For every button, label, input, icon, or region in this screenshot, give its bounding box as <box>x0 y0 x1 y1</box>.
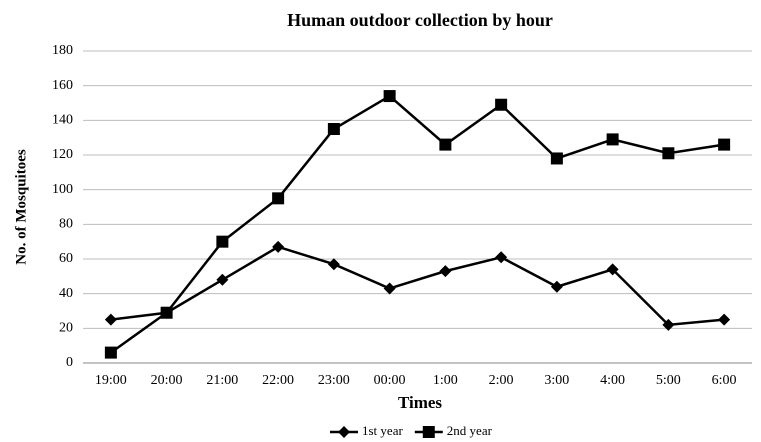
x-tick-label: 23:00 <box>318 373 350 388</box>
marker <box>272 192 285 205</box>
x-tick-label: 00:00 <box>374 373 406 388</box>
marker <box>495 251 508 264</box>
chart-title: Human outdoor collection by hour <box>287 10 553 30</box>
x-tick-label: 22:00 <box>262 373 294 388</box>
marker <box>383 90 396 103</box>
y-tick-label: 100 <box>52 182 73 197</box>
marker <box>327 123 340 135</box>
line <box>110 94 725 354</box>
x-tick-label: 19:00 <box>95 373 127 388</box>
y-tick-label: 0 <box>66 355 73 370</box>
marker <box>216 273 229 286</box>
line <box>110 245 725 327</box>
x-tick-label: 1:00 <box>433 373 458 388</box>
marker <box>550 152 563 165</box>
legend-label: 2nd year <box>447 423 493 438</box>
legend-label: 1st year <box>362 423 403 438</box>
y-tick-label: 80 <box>59 217 73 232</box>
marker <box>327 258 340 271</box>
y-tick-label: 120 <box>52 147 73 162</box>
y-tick-label: 20 <box>59 321 73 336</box>
marker <box>216 235 229 248</box>
x-tick-label: 4:00 <box>600 373 625 388</box>
x-tick-label: 3:00 <box>544 373 569 388</box>
marker <box>550 280 563 293</box>
x-tick-label: 2:00 <box>489 373 514 388</box>
y-tick-label: 160 <box>52 78 73 93</box>
marker <box>104 346 117 359</box>
marker <box>439 138 452 151</box>
marker <box>662 147 675 160</box>
y-tick-label: 180 <box>52 43 73 58</box>
x-tick-label: 20:00 <box>151 373 183 388</box>
y-axis-title: No. of Mosquitoes <box>13 149 29 265</box>
legend-marker <box>338 426 350 438</box>
marker <box>718 313 731 326</box>
x-tick-label: 6:00 <box>712 373 737 388</box>
legend-marker <box>422 426 435 438</box>
x-tick-label: 21:00 <box>206 373 238 388</box>
marker <box>662 318 675 331</box>
y-tick-label: 140 <box>52 113 73 128</box>
y-tick-label: 60 <box>59 251 73 266</box>
marker <box>104 313 117 326</box>
marker <box>439 265 452 278</box>
x-axis-title: Times <box>398 393 442 412</box>
x-tick-label: 5:00 <box>656 373 681 388</box>
y-tick-label: 40 <box>59 286 73 301</box>
marker <box>606 133 619 146</box>
marker <box>160 306 173 319</box>
marker <box>606 263 619 276</box>
marker <box>718 138 731 151</box>
marker <box>383 282 396 295</box>
marker <box>495 98 508 111</box>
marker <box>272 240 285 253</box>
